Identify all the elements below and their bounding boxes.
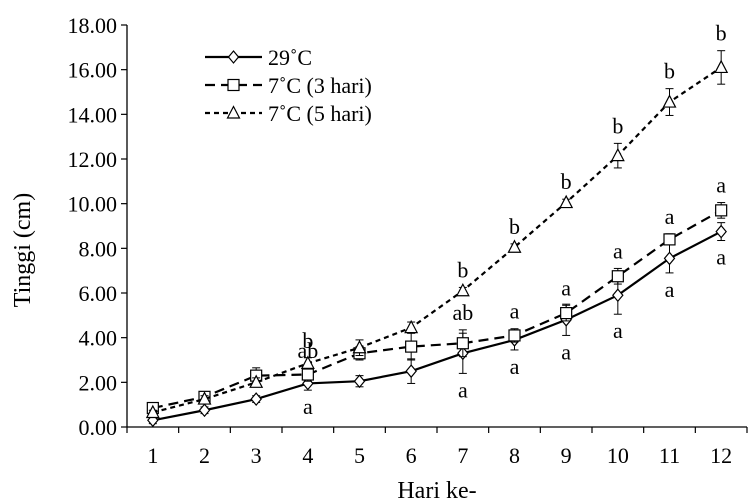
chart-legend: 29˚C 7˚C (3 hari) 7˚C (5 hari) [205,45,372,126]
x-tick-label: 7 [457,443,468,468]
chart-axes: 0.00 2.00 4.00 6.00 8.00 10.00 12.00 14.00 16.00… [68,13,748,468]
data-point [250,392,262,407]
data-point [714,59,729,74]
data-point [197,391,212,405]
y-tick-label: 8.00 [79,236,118,261]
data-point [404,319,419,334]
data-point [611,270,624,283]
y-tick-label: 4.00 [79,326,118,351]
data-point [249,374,264,388]
significance-label: b [664,59,675,84]
data-point [507,239,522,253]
y-tick-label: 14.00 [68,102,118,127]
significance-label: a [665,204,675,229]
x-tick-label: 5 [354,443,365,468]
x-tick-label: 6 [406,443,417,468]
x-axis-label: Hari ke- [397,478,476,502]
x-tick-label: 2 [199,443,210,468]
significance-label: b [509,214,520,239]
data-point [455,282,470,297]
x-tick-label: 1 [147,443,158,468]
series-1: a a a a a a a [147,222,727,428]
y-tick-label: 18.00 [68,13,118,38]
x-tick-label: 9 [561,443,572,468]
significance-label: a [510,299,520,324]
data-point [560,307,573,320]
legend-label: 7˚C (3 hari) [268,73,372,98]
significance-label: a [613,238,623,263]
significance-label: b [716,21,727,46]
data-point [353,374,366,389]
series-line [152,230,722,422]
significance-label: ab [452,300,473,325]
data-point [456,337,469,350]
significance-label: ab [297,338,318,363]
y-tick-label: 0.00 [79,415,118,440]
data-point [300,355,315,369]
y-tick-label: 10.00 [68,192,118,217]
legend-label: 29˚C [268,45,312,70]
x-tick-label: 8 [509,443,520,468]
significance-label: b [457,257,468,282]
significance-label: a [613,318,623,343]
series-3: b b b b b b b [145,21,729,419]
data-point [715,224,727,239]
data-point [612,288,624,303]
data-point [198,403,211,418]
data-point [352,339,367,354]
y-tick-label: 2.00 [79,370,118,395]
y-tick-label: 6.00 [79,281,118,306]
x-tick-label: 4 [302,443,313,468]
legend-marker [226,105,241,119]
significance-label: a [561,275,571,300]
series-line [152,209,722,410]
legend-label: 7˚C (5 hari) [268,101,372,126]
significance-label: a [665,277,675,302]
significance-label: b [302,328,313,353]
y-tick-label: 12.00 [68,147,118,172]
legend-marker [227,78,240,92]
data-point [405,364,417,379]
x-tick-label: 11 [659,443,680,468]
significance-label: a [303,394,313,419]
data-point [405,340,418,353]
significance-label: a [561,339,571,364]
significance-label: a [716,245,726,270]
x-tick-label: 10 [607,443,629,468]
significance-label: a [716,173,726,198]
legend-marker [227,50,240,64]
data-point [508,329,521,342]
data-point [559,194,574,209]
x-tick-label: 3 [251,443,262,468]
significance-label: a [458,377,468,402]
data-point [663,251,676,266]
data-point [663,233,676,246]
data-point [610,147,625,162]
data-point [662,94,677,108]
data-point [715,204,728,217]
series-line [152,66,722,414]
significance-label: b [561,169,572,194]
y-axis-label: Tinggi (cm) [10,193,36,307]
significance-label: a [510,354,520,379]
y-tick-label: 16.00 [68,58,118,83]
data-point [145,404,160,419]
data-point [301,368,314,381]
significance-label: b [612,113,623,138]
x-tick-label: 12 [710,443,732,468]
